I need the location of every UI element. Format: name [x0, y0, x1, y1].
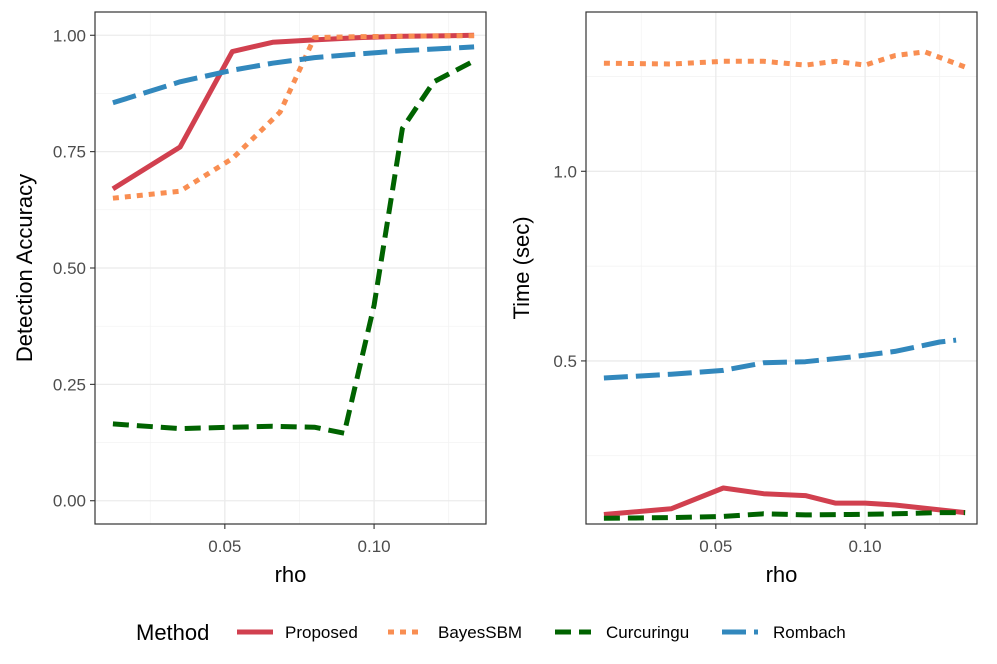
time-ytick-label: 0.5 [553, 352, 577, 371]
accuracy-y-axis-title: Detection Accuracy [12, 174, 37, 362]
legend-item-rombach: Rombach [722, 623, 846, 642]
accuracy-series-curcuringu [112, 58, 476, 436]
legend-item-proposed: Proposed [237, 623, 358, 642]
accuracy-series-rombach [112, 44, 475, 106]
time-xtick-label: 0.05 [699, 537, 732, 556]
accuracy-ytick-label: 0.25 [53, 375, 86, 394]
time-panel-border [585, 11, 978, 525]
time-x-axis-title: rho [766, 562, 798, 587]
time-series-proposed [603, 485, 966, 517]
accuracy-series-bayessbm [112, 33, 475, 201]
time-series-rombach [603, 337, 957, 381]
accuracy-ytick-label: 0.75 [53, 143, 86, 162]
time-y-axis-title: Time (sec) [509, 216, 534, 319]
time-ytick-label: 1.0 [553, 162, 577, 181]
legend-title: Method [136, 620, 209, 645]
accuracy-series-proposed [111, 32, 475, 192]
legend-label-proposed: Proposed [285, 623, 358, 642]
accuracy-x-axis-title: rho [275, 562, 307, 587]
time-panel: 0.05 0.10 0.5 1.0 rho Time (sec) [509, 11, 978, 587]
accuracy-panel: 0.05 0.10 0.00 0.25 0.50 0.75 1.00 rho Detection… [12, 11, 487, 587]
legend-label-rombach: Rombach [773, 623, 846, 642]
accuracy-xtick-label: 0.10 [358, 537, 391, 556]
time-xtick-label: 0.10 [849, 537, 882, 556]
accuracy-ytick-label: 1.00 [53, 26, 86, 45]
legend-label-curcuringu: Curcuringu [606, 623, 689, 642]
accuracy-ytick-label: 0.50 [53, 259, 86, 278]
time-series-curcuringu [603, 510, 966, 521]
legend: Method Proposed BayesSBM Curcuringu Rombach [136, 620, 846, 645]
accuracy-panel-border [94, 11, 487, 525]
legend-label-bayessbm: BayesSBM [438, 623, 522, 642]
legend-item-bayessbm: BayesSBM [388, 623, 522, 642]
accuracy-xtick-label: 0.05 [208, 537, 241, 556]
legend-item-curcuringu: Curcuringu [555, 623, 689, 642]
time-series-bayessbm [603, 49, 966, 70]
accuracy-ytick-label: 0.00 [53, 492, 86, 511]
